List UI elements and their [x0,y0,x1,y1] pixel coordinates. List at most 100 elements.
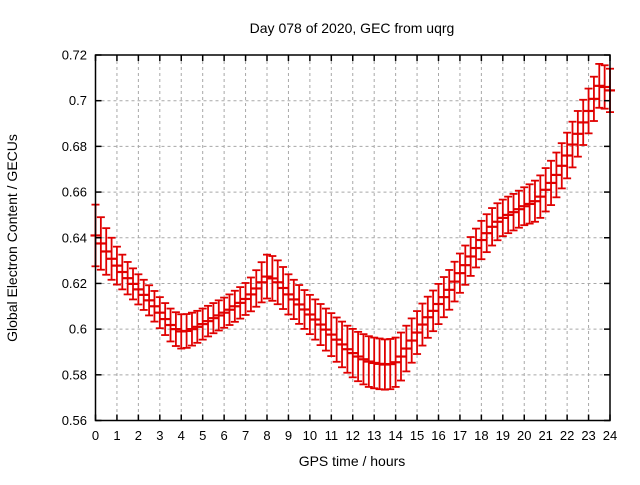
error-bar [546,159,557,206]
error-bar [101,227,112,276]
error-bar [294,284,305,325]
error-bar [106,236,117,281]
error-bar [219,296,230,329]
error-bar [197,307,208,341]
error-bar [299,289,310,330]
y-axis-label: Global Electron Content / GECUs [4,134,20,342]
grid-lines [95,55,610,421]
error-bar [417,302,428,347]
error-bar [326,312,337,357]
y-tick-label: 0.64 [62,230,87,245]
error-bar [251,269,262,308]
error-bar [288,278,299,320]
x-tick-label: 15 [410,428,424,443]
x-axis-label: GPS time / hours [299,453,406,469]
error-bar [460,244,471,286]
error-bar [390,336,401,388]
error-bar [535,174,546,219]
y-tick-label: 0.7 [69,93,87,108]
error-bar [262,253,272,300]
y-tick-label: 0.68 [62,139,87,154]
y-tick-label: 0.56 [62,413,87,428]
y-tick-label: 0.72 [62,48,87,63]
error-bar [310,298,321,341]
error-bar [476,219,487,261]
error-bar [186,311,197,347]
error-bar [149,290,160,323]
error-bar [588,75,599,122]
error-bar [551,151,562,199]
y-tick-label: 0.58 [62,367,87,382]
error-bar [513,189,524,229]
error-bar [433,282,444,325]
error-bar [128,267,139,301]
error-bar [444,269,455,311]
error-bar [245,276,256,313]
x-tick-label: 19 [496,428,510,443]
error-bar [272,259,283,306]
error-bar [342,324,353,374]
error-bar [358,333,369,386]
error-bar [487,207,498,247]
error-bar [401,324,412,373]
error-bar [529,179,540,223]
error-bar [562,131,573,180]
error-bar [331,316,342,363]
error-bar [144,284,155,317]
error-bar [165,307,176,343]
error-bar [278,266,289,310]
error-bar [256,261,267,304]
x-tick-label: 20 [517,428,531,443]
chart-title: Day 078 of 2020, GEC from uqrg [250,20,455,36]
error-bar [337,320,348,369]
error-bar [406,317,417,364]
error-bar [578,98,589,146]
error-bar [438,276,449,319]
error-bar [213,299,224,332]
error-bar [497,198,508,238]
error-bar [192,309,203,344]
x-tick-label: 9 [285,428,292,443]
error-bar [422,295,433,339]
error-bar [138,278,149,311]
x-tick-label: 8 [263,428,270,443]
error-bar [208,302,219,335]
error-bar [117,253,128,291]
y-tick-label: 0.66 [62,185,87,200]
error-bar [594,63,605,109]
error-bar [572,110,583,158]
error-bar [395,331,406,382]
tick-labels: 0 1 2 3 4 5 6 7 8 9 10 11 12 13 14 15 16 17 18 19 20 21 22 23 24… [62,48,618,444]
error-bar [363,335,374,388]
x-tick-label: 5 [199,428,206,443]
error-bar [320,307,331,352]
error-bar [235,286,246,320]
error-bar [492,202,503,242]
error-bar [283,273,294,316]
error-bar [454,252,465,294]
x-tick-label: 23 [581,428,595,443]
error-bar [353,330,364,383]
error-bar [428,289,439,333]
x-tick-label: 13 [367,428,381,443]
error-bar [203,304,214,338]
error-bar [567,120,578,169]
error-bar [583,87,594,135]
error-bar [240,282,251,316]
x-tick-label: 12 [346,428,360,443]
error-bar [181,313,192,349]
x-tick-label: 22 [560,428,574,443]
error-bar [449,260,460,303]
x-tick-label: 6 [221,428,228,443]
error-bar [95,216,106,271]
x-tick-label: 2 [135,428,142,443]
error-bar [122,261,133,296]
error-bar-series [90,63,615,391]
error-bar [465,236,476,277]
x-tick-label: 16 [431,428,445,443]
axis-ticks [94,54,611,422]
error-bar [154,296,165,330]
error-bar [508,192,519,232]
